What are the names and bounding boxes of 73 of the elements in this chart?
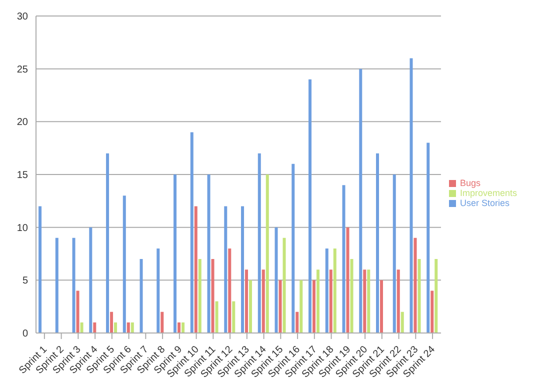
- bar: [38, 206, 42, 333]
- bar: [430, 290, 434, 333]
- y-tick-label: 15: [16, 170, 28, 182]
- bar: [300, 280, 303, 333]
- bar: [156, 248, 160, 333]
- bar: [122, 196, 126, 333]
- bar: [363, 270, 366, 333]
- bar: [106, 153, 110, 333]
- y-tick-label: 10: [16, 222, 28, 234]
- bar: [194, 206, 198, 333]
- bar: [245, 270, 248, 333]
- bar: [414, 238, 417, 333]
- bar: [359, 68, 362, 333]
- bar: [249, 280, 252, 333]
- bar: [198, 259, 202, 333]
- bar: [266, 174, 269, 333]
- bar: [316, 270, 320, 333]
- bar: [224, 206, 228, 333]
- bar: [228, 248, 232, 333]
- bar: [215, 301, 218, 333]
- bar: [380, 280, 384, 333]
- bar: [55, 238, 58, 333]
- bar: [80, 322, 84, 333]
- bar: [190, 132, 194, 333]
- bar: [110, 312, 114, 333]
- legend-label: User Stories: [460, 198, 510, 208]
- bar: [400, 312, 404, 333]
- bar: [160, 312, 164, 333]
- bar: [333, 248, 336, 333]
- bar: [367, 270, 370, 333]
- y-tick-label: 5: [22, 276, 28, 287]
- bar: [89, 227, 92, 333]
- bar: [72, 238, 76, 333]
- bar: [434, 259, 438, 333]
- y-tick-label: 25: [16, 64, 28, 76]
- bar: [346, 227, 350, 333]
- bar: [114, 322, 118, 333]
- legend-label: Improvements: [460, 188, 517, 198]
- bar: [211, 259, 214, 333]
- bar: [207, 174, 210, 333]
- y-tick-label: 30: [16, 12, 28, 23]
- bar: [126, 322, 130, 333]
- bar: [396, 270, 400, 333]
- bar: [392, 174, 396, 333]
- bar: [174, 174, 177, 333]
- bar: [241, 206, 244, 333]
- bar: [178, 322, 181, 333]
- bar: [140, 259, 143, 333]
- bar: [329, 270, 332, 333]
- bar: [410, 58, 413, 333]
- bar: [274, 227, 278, 333]
- bar: [312, 280, 316, 333]
- bar: [76, 290, 80, 333]
- bar: [93, 322, 96, 333]
- bar: [350, 259, 354, 333]
- bar: [182, 322, 185, 333]
- bar: [325, 248, 328, 333]
- bar: [232, 301, 236, 333]
- bar: [308, 79, 312, 333]
- bar: [296, 312, 299, 333]
- bar: [130, 322, 134, 333]
- bar: [262, 270, 265, 333]
- bar: [292, 164, 295, 333]
- bar: [278, 280, 282, 333]
- legend-label: Bugs: [460, 178, 480, 188]
- bar: [282, 238, 286, 333]
- bar: [418, 259, 421, 333]
- bar: [258, 153, 261, 333]
- y-tick-label: 20: [16, 117, 28, 128]
- bar: [342, 185, 346, 333]
- bar: [426, 142, 430, 333]
- y-tick-label: 0: [22, 328, 28, 340]
- bar: [376, 153, 380, 333]
